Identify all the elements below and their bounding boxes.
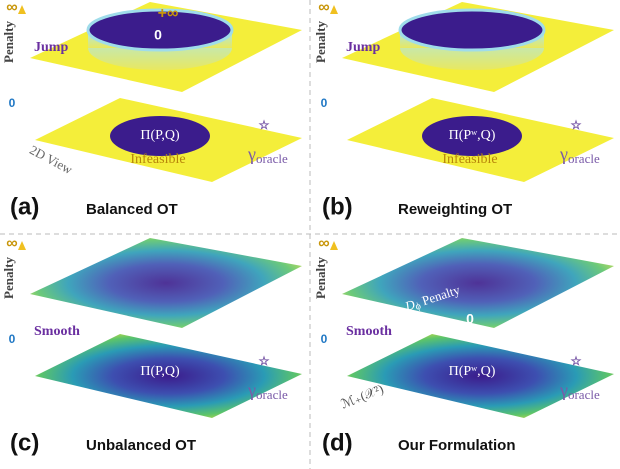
arrow-head [18, 5, 26, 14]
region-label: Infeasible [442, 152, 497, 167]
measure-label: ℳ₊(𝒳²) [339, 381, 386, 412]
upper-plane [30, 238, 302, 328]
star: ☆ [259, 118, 270, 132]
side-label: Smooth [346, 324, 392, 339]
panel-title: Balanced OT [86, 201, 178, 218]
panel-label: (b) [322, 193, 353, 220]
panel-label: (d) [322, 429, 353, 456]
gamma: γ [559, 144, 568, 164]
gamma: γ [247, 380, 256, 400]
upper-plane [342, 238, 614, 328]
panel-title: Our Formulation [398, 437, 516, 454]
axis-top: ∞ [6, 0, 17, 16]
set-label: Π(P,Q) [140, 364, 180, 379]
panel: ∞ 0 Penalty Π(P,Q) ☆γoracle Smooth (c) Unbalanc… [1, 235, 302, 456]
gamma: γ [247, 144, 256, 164]
star: ☆ [571, 118, 582, 132]
region-label: Infeasible [130, 152, 185, 167]
panel-title: Unbalanced OT [86, 437, 196, 454]
axis-bottom: 0 [321, 332, 328, 346]
axis-top: ∞ [6, 235, 17, 252]
zero-label: 0 [466, 311, 474, 327]
axis-label: Penalty [313, 257, 328, 299]
axis-bottom: 0 [9, 96, 16, 110]
panel-label: (a) [10, 193, 39, 220]
gamma-sub: oracle [568, 151, 600, 166]
gamma-sub: oracle [568, 387, 600, 402]
side-label: Smooth [34, 324, 80, 339]
star: ☆ [259, 354, 270, 368]
axis-label: Penalty [313, 21, 328, 63]
star: ☆ [571, 354, 582, 368]
gamma-sub: oracle [256, 387, 288, 402]
set-label: Π(P,Q) [140, 128, 180, 143]
side-label: Jump [34, 40, 68, 55]
panel-title: Reweighting OT [398, 201, 512, 218]
zero-label: 0 [154, 27, 162, 43]
arrow-head [330, 241, 338, 250]
axis-bottom: 0 [321, 96, 328, 110]
axis-bottom: 0 [9, 332, 16, 346]
set-label: Π(Pʷ,Q) [449, 364, 496, 379]
inf-label: +∞ [158, 5, 179, 22]
rim [400, 10, 544, 50]
figure: ∞0PenaltyΠ(P,Q)☆γoracleInfeasible2D View… [0, 0, 620, 469]
arrow-head [18, 241, 26, 250]
arrow-head [330, 5, 338, 14]
set-label: Π(Pʷ,Q) [449, 128, 496, 143]
axis-label: Penalty [1, 21, 16, 63]
axis-top: ∞ [318, 0, 329, 16]
panel-label: (c) [10, 429, 39, 456]
axis-label: Penalty [1, 257, 16, 299]
panel: ∞ 0 Penalty Π(Pʷ,Q) ☆γoracle Infeasible Jump (b… [313, 0, 614, 220]
gamma: γ [559, 380, 568, 400]
side-label: Jump [346, 40, 380, 55]
axis-top: ∞ [318, 235, 329, 252]
gamma-sub: oracle [256, 151, 288, 166]
panel: ∞0PenaltyΠ(Pʷ,Q)☆γoracleℳ₊(𝒳²)0DϕPenalty… [313, 235, 614, 456]
